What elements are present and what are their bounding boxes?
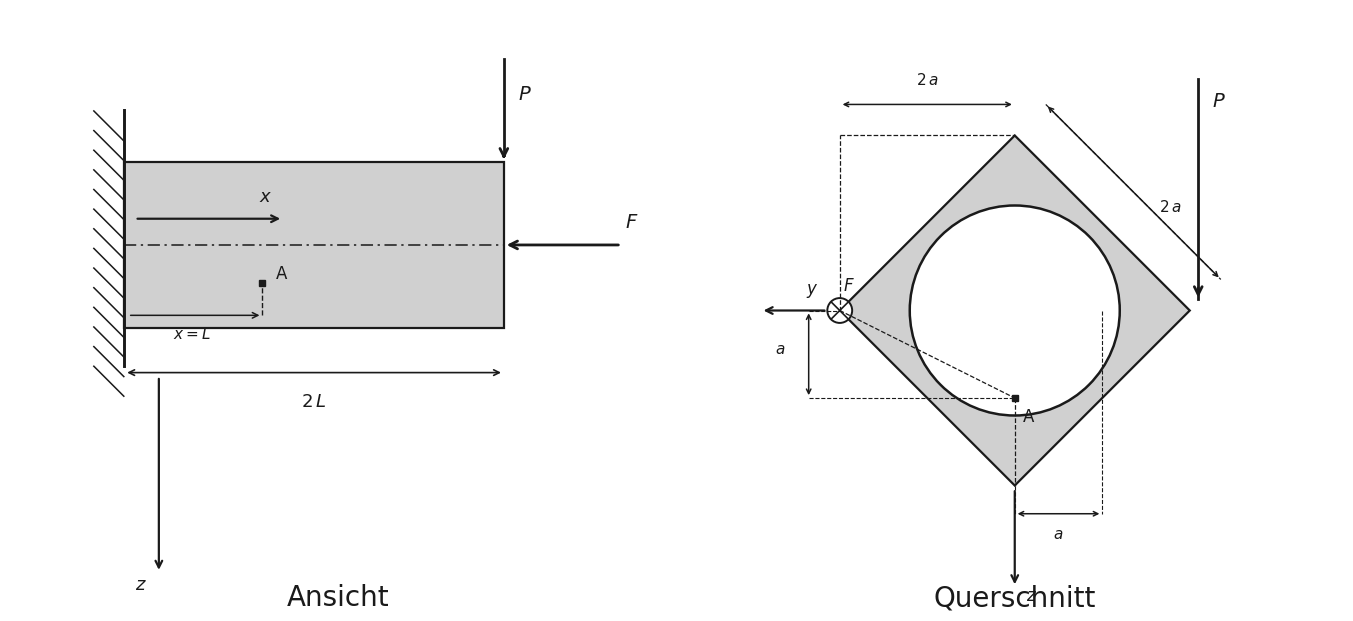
Text: $x = L$: $x = L$: [173, 327, 210, 342]
Title: Querschnitt: Querschnitt: [934, 584, 1096, 612]
Text: $F$: $F$: [625, 213, 639, 232]
Text: $x$: $x$: [260, 188, 272, 206]
Circle shape: [909, 206, 1120, 415]
Text: $F$: $F$: [843, 277, 854, 295]
Text: A: A: [1023, 408, 1035, 426]
Text: $z$: $z$: [1026, 587, 1038, 605]
Bar: [124, 162, 503, 328]
Text: A: A: [276, 265, 288, 283]
Polygon shape: [840, 135, 1189, 486]
Text: $2\,a$: $2\,a$: [916, 71, 939, 88]
Text: $2\,a$: $2\,a$: [1158, 199, 1181, 215]
Text: $z$: $z$: [135, 576, 146, 594]
Text: $P$: $P$: [1212, 93, 1226, 111]
Title: Ansicht: Ansicht: [287, 584, 390, 612]
Circle shape: [827, 298, 852, 323]
Text: $a$: $a$: [775, 342, 786, 357]
Text: $y$: $y$: [806, 281, 819, 299]
Text: $P$: $P$: [518, 85, 532, 104]
Text: $a$: $a$: [1054, 527, 1063, 542]
Text: $2\,L$: $2\,L$: [302, 393, 327, 411]
